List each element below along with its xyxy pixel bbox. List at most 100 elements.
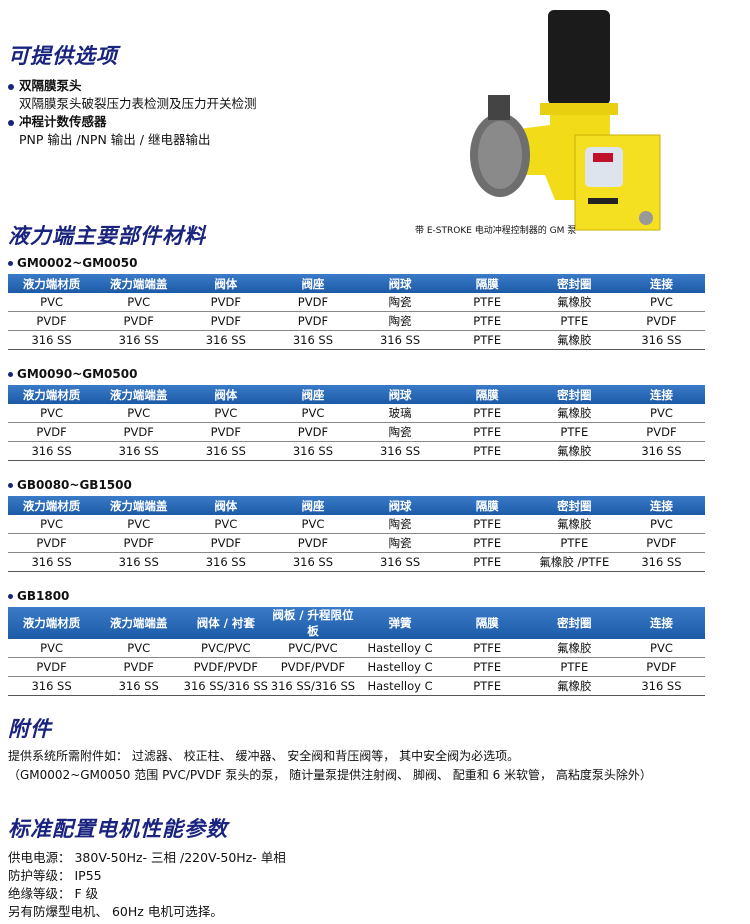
gm-pump-image bbox=[470, 10, 661, 231]
column-header: 连接 bbox=[617, 496, 705, 515]
column-header: 隔膜 bbox=[443, 607, 531, 639]
table-row: PVDF PVDF PVDF PVDF 陶瓷 PTFE PTFE PVDF bbox=[8, 533, 705, 553]
table-cell: PTFE bbox=[443, 422, 531, 442]
table-cell: 氟橡胶 /PTFE bbox=[530, 552, 618, 572]
table-cell: PVC bbox=[8, 515, 96, 534]
table-cell: PVC bbox=[617, 404, 705, 423]
motor-insulation: 绝缘等级： F 级 bbox=[8, 886, 99, 901]
table-cell: PVDF bbox=[269, 533, 357, 553]
table-cell: PTFE bbox=[530, 657, 618, 677]
table-cell: 氟橡胶 bbox=[530, 404, 618, 423]
table-model-label: GB1800 bbox=[8, 589, 69, 603]
accessories-note: （GM0002~GM0050 范围 PVC/PVDF 泵头的泵， 随计量泵提供注… bbox=[8, 768, 652, 782]
option-detail: 双隔膜泵头破裂压力表检测及压力开关检测 bbox=[19, 96, 257, 111]
column-header: 密封圈 bbox=[530, 607, 618, 639]
table-cell: 316 SS bbox=[8, 676, 96, 696]
table-cell: PVDF bbox=[8, 311, 96, 331]
column-header: 阀体 bbox=[182, 274, 270, 293]
motor-options: 另有防爆型电机、 60Hz 电机可选择。 bbox=[8, 904, 223, 919]
table-cell: 316 SS bbox=[8, 552, 96, 572]
table-cell: 陶瓷 bbox=[356, 311, 444, 331]
table-cell: PVDF bbox=[617, 533, 705, 553]
table-cell: 316 SS bbox=[356, 441, 444, 461]
table-cell: PVC bbox=[95, 293, 183, 312]
table-row: 316 SS 316 SS 316 SS 316 SS 316 SS PTFE 氟橡胶 316… bbox=[8, 441, 705, 461]
column-header: 液力端端盖 bbox=[95, 274, 183, 293]
table-cell: PTFE bbox=[443, 404, 531, 423]
table-cell: 316 SS bbox=[182, 552, 270, 572]
table-cell: PVC bbox=[269, 404, 357, 423]
column-header: 阀球 bbox=[356, 274, 444, 293]
table-cell: PVDF bbox=[182, 293, 270, 312]
table-cell: 316 SS bbox=[617, 676, 705, 696]
materials-table: 液力端材质 液力端端盖 阀体 阀座 阀球 隔膜 密封圈 连接 PVC PVC PVDF PVDF 陶瓷 P… bbox=[8, 274, 705, 350]
column-header: 密封圈 bbox=[530, 385, 618, 404]
table-cell: PVDF bbox=[182, 533, 270, 553]
table-cell: 陶瓷 bbox=[356, 293, 444, 312]
table-cell: PTFE bbox=[530, 422, 618, 442]
column-header: 阀板 / 升程限位板 bbox=[269, 607, 357, 639]
table-row: PVC PVC PVC PVC 玻璃 PTFE 氟橡胶 PVC bbox=[8, 404, 705, 423]
table-cell: 316 SS bbox=[95, 552, 183, 572]
column-header: 液力端端盖 bbox=[95, 385, 183, 404]
image-caption: 带 E-STROKE 电动冲程控制器的 GM 泵 bbox=[415, 226, 577, 236]
materials-table: 液力端材质 液力端端盖 阀体 / 衬套 阀板 / 升程限位板 弹簧 隔膜 密封圈 连接 PVC P… bbox=[8, 607, 705, 696]
table-cell: PVC bbox=[95, 639, 183, 658]
table-cell: Hastelloy C bbox=[356, 657, 444, 677]
column-header: 弹簧 bbox=[356, 607, 444, 639]
table-row: PVDF PVDF PVDF/PVDF PVDF/PVDF Hastelloy C PTF… bbox=[8, 657, 705, 677]
table-cell: 氟橡胶 bbox=[530, 676, 618, 696]
column-header: 液力端端盖 bbox=[95, 496, 183, 515]
table-cell: PVC bbox=[8, 639, 96, 658]
table-row: PVDF PVDF PVDF PVDF 陶瓷 PTFE PTFE PVDF bbox=[8, 422, 705, 442]
table-cell: 陶瓷 bbox=[356, 422, 444, 442]
table-cell: PVC/PVC bbox=[182, 639, 270, 658]
column-header: 连接 bbox=[617, 385, 705, 404]
column-header: 连接 bbox=[617, 274, 705, 293]
table-cell: 316 SS bbox=[269, 441, 357, 461]
table-model-label: GM0002~GM0050 bbox=[8, 256, 137, 270]
table-row: 316 SS 316 SS 316 SS 316 SS 316 SS PTFE 氟橡胶 /P… bbox=[8, 552, 705, 572]
table-cell: 316 SS bbox=[95, 676, 183, 696]
table-cell: PVC bbox=[95, 515, 183, 534]
table-cell: PVC bbox=[8, 293, 96, 312]
option-heading: 冲程计数传感器 bbox=[8, 111, 107, 130]
column-header: 密封圈 bbox=[530, 274, 618, 293]
column-header: 隔膜 bbox=[443, 274, 531, 293]
table-header-row: 液力端材质 液力端端盖 阀体 阀座 阀球 隔膜 密封圈 连接 bbox=[8, 496, 705, 515]
table-cell: 316 SS bbox=[617, 441, 705, 461]
table-cell: 316 SS bbox=[8, 330, 96, 350]
table-cell: PVC bbox=[617, 639, 705, 658]
table-cell: PVDF/PVDF bbox=[182, 657, 270, 677]
table-cell: PVDF bbox=[617, 311, 705, 331]
table-cell: PVC bbox=[269, 515, 357, 534]
column-header: 液力端材质 bbox=[8, 607, 96, 639]
options-title: 可提供选项 bbox=[8, 44, 118, 68]
table-cell: 氟橡胶 bbox=[530, 441, 618, 461]
table-cell: PTFE bbox=[443, 311, 531, 331]
motor-protection: 防护等级： IP55 bbox=[8, 868, 102, 883]
column-header: 液力端材质 bbox=[8, 496, 96, 515]
table-cell: PVC bbox=[182, 404, 270, 423]
table-cell: 316 SS bbox=[269, 552, 357, 572]
table-cell: 316 SS bbox=[356, 330, 444, 350]
table-cell: PVDF bbox=[95, 311, 183, 331]
table-cell: PTFE bbox=[443, 293, 531, 312]
table-cell: PVC/PVC bbox=[269, 639, 357, 658]
table-cell: PVC bbox=[182, 515, 270, 534]
table-row: PVDF PVDF PVDF PVDF 陶瓷 PTFE PTFE PVDF bbox=[8, 311, 705, 331]
table-cell: 316 SS/316 SS bbox=[269, 676, 357, 696]
column-header: 阀球 bbox=[356, 496, 444, 515]
column-header: 液力端端盖 bbox=[95, 607, 183, 639]
table-cell: PVC bbox=[617, 293, 705, 312]
table-cell: PVDF bbox=[95, 422, 183, 442]
motor-title: 标准配置电机性能参数 bbox=[8, 817, 228, 841]
column-header: 阀座 bbox=[269, 274, 357, 293]
table-cell: PTFE bbox=[443, 330, 531, 350]
option-detail: PNP 输出 /NPN 输出 / 继电器输出 bbox=[19, 132, 211, 147]
table-cell: PTFE bbox=[443, 657, 531, 677]
table-cell: 316 SS bbox=[182, 441, 270, 461]
accessories-text: 提供系统所需附件如： 过滤器、 校正柱、 缓冲器、 安全阀和背压阀等， 其中安全… bbox=[8, 749, 520, 763]
table-cell: PVDF bbox=[8, 422, 96, 442]
table-cell: 316 SS/316 SS bbox=[182, 676, 270, 696]
